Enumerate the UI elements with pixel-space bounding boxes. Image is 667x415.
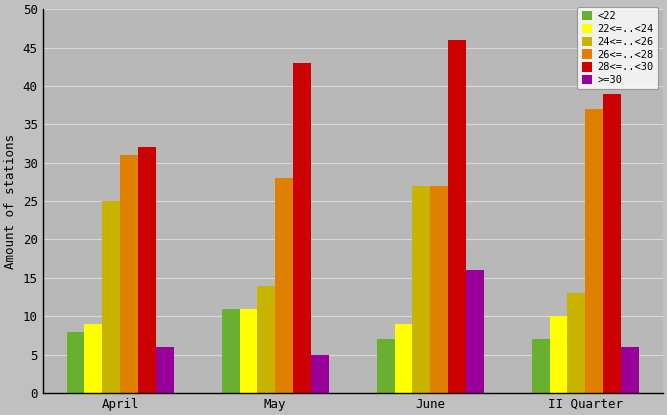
Bar — [448, 40, 466, 393]
Bar — [412, 186, 430, 393]
Bar — [430, 186, 448, 393]
Bar — [311, 354, 329, 393]
Bar — [603, 94, 621, 393]
Bar — [293, 63, 311, 393]
Bar — [67, 332, 85, 393]
Bar — [586, 109, 603, 393]
Bar — [377, 339, 395, 393]
Bar — [102, 201, 120, 393]
Legend: <22, 22<=..<24, 24<=..<26, 26<=..<28, 28<=..<30, >=30: <22, 22<=..<24, 24<=..<26, 26<=..<28, 28… — [578, 7, 658, 89]
Bar — [239, 308, 257, 393]
Bar — [466, 270, 484, 393]
Bar — [621, 347, 639, 393]
Bar — [568, 293, 586, 393]
Bar — [85, 324, 102, 393]
Bar — [532, 339, 550, 393]
Bar — [395, 324, 412, 393]
Bar — [221, 308, 239, 393]
Bar — [275, 178, 293, 393]
Bar — [550, 316, 568, 393]
Bar — [156, 347, 173, 393]
Bar — [138, 147, 156, 393]
Bar — [120, 155, 138, 393]
Y-axis label: Amount of stations: Amount of stations — [4, 134, 17, 269]
Bar — [257, 286, 275, 393]
